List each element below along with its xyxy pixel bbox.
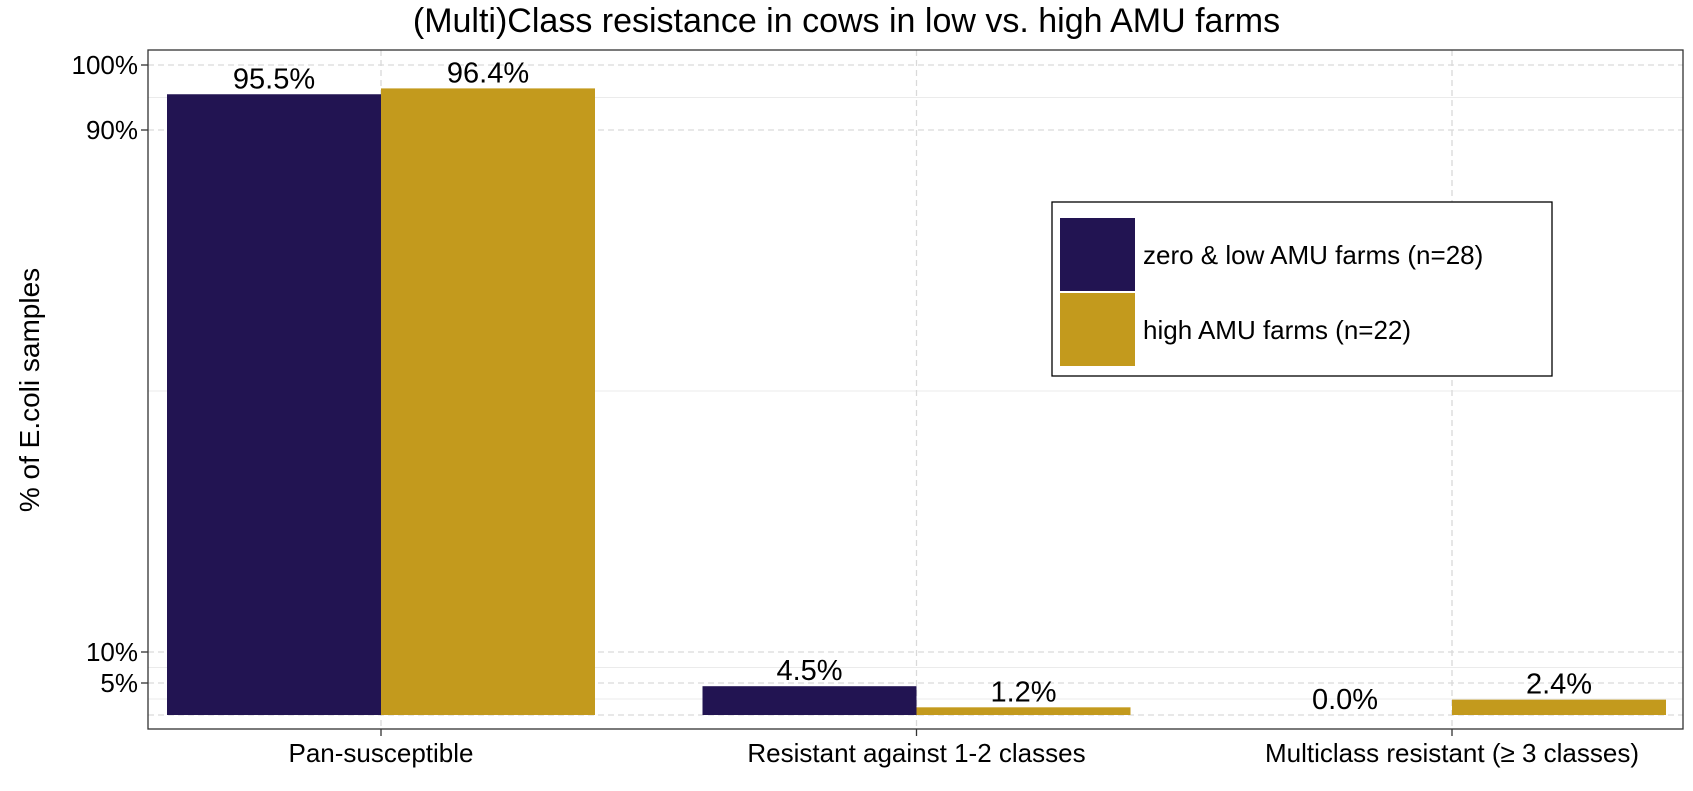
bar	[167, 94, 381, 715]
legend-label: high AMU farms (n=22)	[1143, 315, 1411, 345]
y-tick-label: 100%	[72, 50, 139, 80]
data-label: 1.2%	[990, 676, 1056, 708]
legend-key	[1060, 293, 1135, 366]
data-label: 0.0%	[1312, 684, 1378, 716]
y-tick-label: 90%	[86, 115, 138, 145]
x-tick-label: Resistant against 1-2 classes	[747, 738, 1085, 768]
y-tick-label: 5%	[100, 668, 138, 698]
data-label: 95.5%	[233, 63, 315, 95]
chart-title: (Multi)Class resistance in cows in low v…	[412, 2, 1281, 40]
data-label: 2.4%	[1526, 669, 1592, 701]
x-tick-label: Pan-susceptible	[289, 738, 474, 768]
bar	[702, 686, 917, 715]
bar	[381, 88, 595, 715]
plot-border	[147, 49, 1684, 730]
bar	[1452, 699, 1666, 715]
legend-label: zero & low AMU farms (n=28)	[1143, 240, 1483, 270]
legend-key	[1060, 218, 1135, 291]
data-label: 96.4%	[447, 57, 529, 89]
data-label: 4.5%	[776, 655, 842, 687]
x-tick-label: Multiclass resistant (≥ 3 classes)	[1265, 738, 1639, 768]
y-tick-label: 10%	[86, 637, 138, 667]
bar	[916, 707, 1131, 715]
legend-box	[1051, 201, 1553, 377]
